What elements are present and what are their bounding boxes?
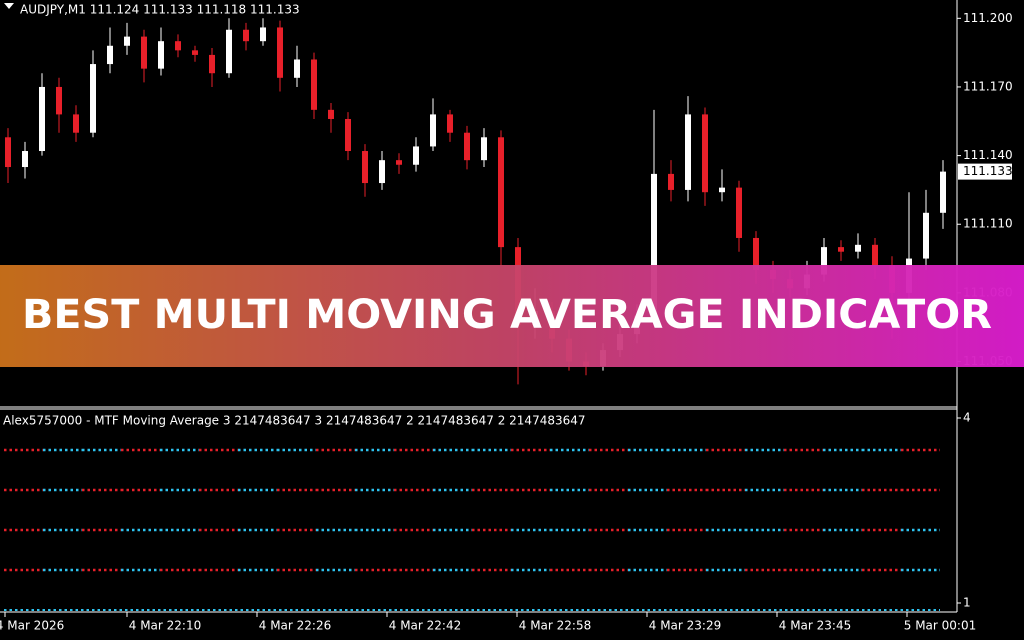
candle-body <box>923 212 929 259</box>
time-label: 4 Mar 22:42 <box>389 619 462 633</box>
price-tick-label: 111.200 <box>963 11 1013 25</box>
dropdown-arrow <box>4 3 14 9</box>
indicator-label: Alex5757000 - MTF Moving Average 3 21474… <box>3 414 586 428</box>
time-label: 4 Mar 22:10 <box>129 619 202 633</box>
candle-body <box>940 171 946 213</box>
candle-body <box>90 64 96 133</box>
candle-body <box>5 137 11 168</box>
candle-body <box>345 118 351 152</box>
candle-body <box>396 160 402 165</box>
candle-body <box>73 114 79 133</box>
price-tick-label: 111.170 <box>963 79 1013 93</box>
candle-body <box>175 41 181 51</box>
candle-body <box>413 146 419 165</box>
candle-body <box>39 86 45 152</box>
candle-body <box>702 114 708 193</box>
candle-body <box>22 151 28 168</box>
candle-body <box>498 137 504 248</box>
time-label: 4 Mar 2026 <box>0 619 64 633</box>
candle-body <box>668 173 674 190</box>
candle-body <box>311 59 317 110</box>
candle-body <box>277 27 283 78</box>
time-label: 4 Mar 23:45 <box>779 619 852 633</box>
current-price-box <box>958 163 1012 180</box>
banner <box>0 265 1024 367</box>
candle-body <box>294 59 300 78</box>
candle-body <box>838 247 844 252</box>
current-price-label: 111.133 <box>963 164 1013 178</box>
candle-body <box>328 109 334 119</box>
time-label: 5 Mar 00:01 <box>904 619 977 633</box>
candle-body <box>651 173 657 316</box>
banner-title: BEST MULTI MOVING AVERAGE INDICATOR <box>22 292 992 338</box>
candle-body <box>260 27 266 42</box>
candle-body <box>158 41 164 69</box>
indicator-pane <box>4 448 940 611</box>
candle-body <box>447 114 453 133</box>
candle-body <box>430 114 436 147</box>
candle-body <box>736 187 742 238</box>
candle-body <box>753 237 759 270</box>
time-label: 4 Mar 23:29 <box>649 619 722 633</box>
candle-body <box>141 36 147 69</box>
candle-body <box>107 45 113 65</box>
candle-body <box>685 114 691 190</box>
candle-body <box>192 50 198 55</box>
candle-body <box>362 151 368 184</box>
candle-body <box>209 54 215 74</box>
candle-body <box>481 137 487 161</box>
candle-body <box>243 29 249 42</box>
symbol-info: AUDJPY,M1 111.124 111.133 111.118 111.13… <box>20 3 300 17</box>
time-label: 4 Mar 22:58 <box>519 619 592 633</box>
time-label: 4 Mar 22:26 <box>259 619 332 633</box>
candle-body <box>872 244 878 266</box>
candle-body <box>821 247 827 275</box>
candle-body <box>226 29 232 74</box>
candle-body <box>379 160 385 184</box>
candle-body <box>464 132 470 161</box>
price-tick-label: 111.140 <box>963 148 1013 162</box>
indicator-tick-label: 1 <box>963 595 971 609</box>
indicator-tick-label: 4 <box>963 411 971 425</box>
candle-body <box>719 187 725 193</box>
candle-body <box>124 36 130 46</box>
candle-body <box>56 86 62 115</box>
candle-body <box>855 244 861 252</box>
price-tick-label: 111.110 <box>963 217 1013 231</box>
